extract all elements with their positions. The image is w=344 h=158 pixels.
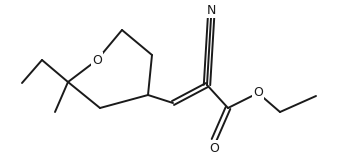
Text: O: O — [92, 54, 102, 67]
Text: O: O — [209, 142, 219, 155]
Text: O: O — [253, 85, 263, 98]
Text: N: N — [206, 3, 216, 16]
